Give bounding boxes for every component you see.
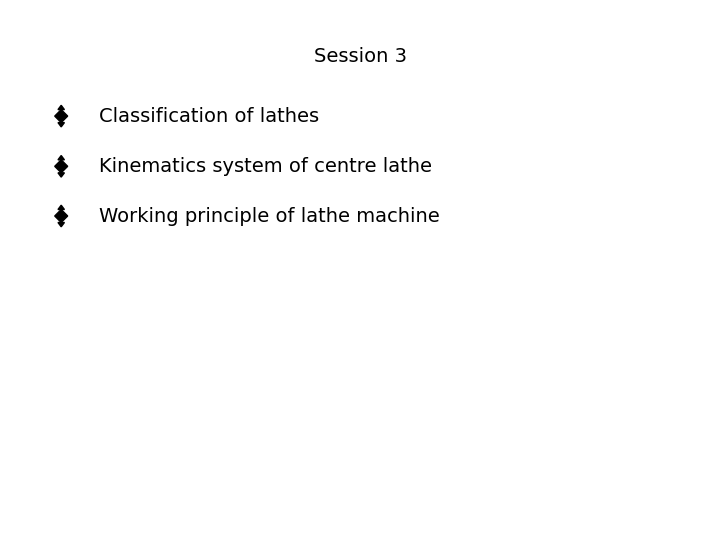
- Polygon shape: [55, 160, 68, 173]
- Text: Classification of lathes: Classification of lathes: [99, 106, 320, 126]
- Polygon shape: [58, 123, 65, 127]
- Polygon shape: [58, 105, 65, 110]
- Text: Working principle of lathe machine: Working principle of lathe machine: [99, 206, 440, 226]
- Text: Session 3: Session 3: [313, 47, 407, 66]
- Polygon shape: [58, 173, 65, 177]
- Text: Kinematics system of centre lathe: Kinematics system of centre lathe: [99, 157, 432, 176]
- Polygon shape: [58, 156, 65, 160]
- Polygon shape: [58, 205, 65, 210]
- Polygon shape: [55, 210, 68, 222]
- Polygon shape: [55, 110, 68, 123]
- Polygon shape: [58, 222, 65, 227]
